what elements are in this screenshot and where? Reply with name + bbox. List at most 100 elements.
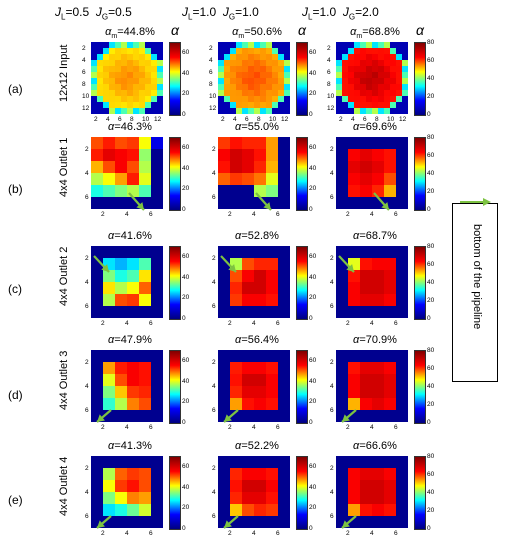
heatmap-cell [360,492,373,505]
heatmap-cell [396,185,409,198]
heatmap-cell [360,84,367,91]
x-tick-label: 2 [101,530,105,537]
heatmap-cell [109,96,116,103]
heatmap-cell [103,149,116,162]
y-tick-label: 10 [327,93,335,100]
heatmap-cell [336,185,349,198]
colorbar-tick-label: 20 [427,93,435,100]
heatmap-cell [372,386,385,399]
heatmap-cell [230,84,237,91]
colorbar [296,42,308,116]
heatmap-cell [348,42,355,49]
heatmap-cell [260,108,267,115]
heatmap-cell [236,60,243,67]
heatmap-cell [396,258,409,271]
panel-title: α=66.6% [353,440,397,452]
heatmap-cell [372,294,385,307]
heatmap-cell [242,270,255,283]
heatmap-cell [121,66,128,73]
heatmap-cell [121,96,128,103]
heatmap-cell [127,516,140,529]
panel-title: α=55.0% [235,121,279,133]
colorbar [296,137,308,211]
heatmap [336,246,409,319]
row-label: (d) [8,388,23,402]
heatmap-cell [354,72,361,79]
heatmap-cell [354,78,361,85]
heatmap-cell [242,294,255,307]
heatmap-cell [254,306,267,319]
heatmap-cell [360,480,373,493]
heatmap-cell [378,96,385,103]
heatmap-cell [260,102,267,109]
y-tick-label: 12 [327,105,335,112]
heatmap-cell [103,48,110,55]
heatmap-cell [236,90,243,97]
heatmap-cell [278,42,285,49]
heatmap-cell [266,48,273,55]
heatmap-cell [133,72,140,79]
heatmap-cell [103,137,116,150]
colorbar-tick-label: 0 [427,315,431,322]
heatmap-cell [396,161,409,174]
heatmap-cell [278,362,291,375]
heatmap-cell [278,516,291,529]
heatmap-cell [91,350,104,363]
heatmap-cell [109,42,116,49]
heatmap-cell [336,102,343,109]
heatmap-cell [384,362,397,375]
heatmap-cell [133,84,140,91]
heatmap-cell [348,161,361,174]
heatmap-cell [242,350,255,363]
heatmap-cell [91,504,104,517]
heatmap-cell [372,173,385,186]
heatmap-cell [360,456,373,469]
colorbar-tick-label: 60 [309,144,317,152]
heatmap-cell [97,90,104,97]
heatmap-cell [230,78,237,85]
heatmap-cell [366,90,373,97]
heatmap-cell [360,137,373,150]
heatmap-cell [348,246,361,259]
heatmap-cell [236,48,243,55]
heatmap-cell [91,96,98,103]
heatmap-cell [272,96,279,103]
heatmap-cell [242,96,249,103]
heatmap-cell [133,66,140,73]
heatmap [91,350,164,423]
heatmap-cell [360,398,373,411]
heatmap-cell [127,173,140,186]
heatmap-cell [366,96,373,103]
heatmap-cell [396,108,403,115]
y-tick-label: 6 [85,303,89,310]
heatmap-cell [97,66,104,73]
heatmap [336,350,409,423]
heatmap-cell [151,149,164,162]
heatmap-cell [151,492,164,505]
x-tick-label: 2 [228,424,232,431]
heatmap-cell [242,161,255,174]
heatmap-cell [342,42,349,49]
heatmap-cell [278,78,285,85]
heatmap-cell [266,78,273,85]
x-tick-label: 6 [363,116,367,123]
heatmap [336,456,409,529]
heatmap-cell [254,246,267,259]
x-tick-label: 10 [269,116,277,123]
heatmap-cell [230,492,243,505]
heatmap-cell [248,72,255,79]
heatmap-cell [278,102,285,109]
heatmap-cell [139,173,152,186]
heatmap-cell [396,42,403,49]
heatmap-cell [157,54,164,61]
colorbar-tick-label: 0 [309,206,313,213]
heatmap-cell [115,282,128,295]
heatmap-cell [266,258,279,271]
heatmap-cell [284,90,291,97]
heatmap-cell [366,66,373,73]
colorbar-tick-label: 0 [182,419,186,426]
x-tick-label: 6 [394,211,398,218]
heatmap-cell [115,350,128,363]
x-tick-label: 4 [106,116,110,123]
heatmap-cell [151,173,164,186]
